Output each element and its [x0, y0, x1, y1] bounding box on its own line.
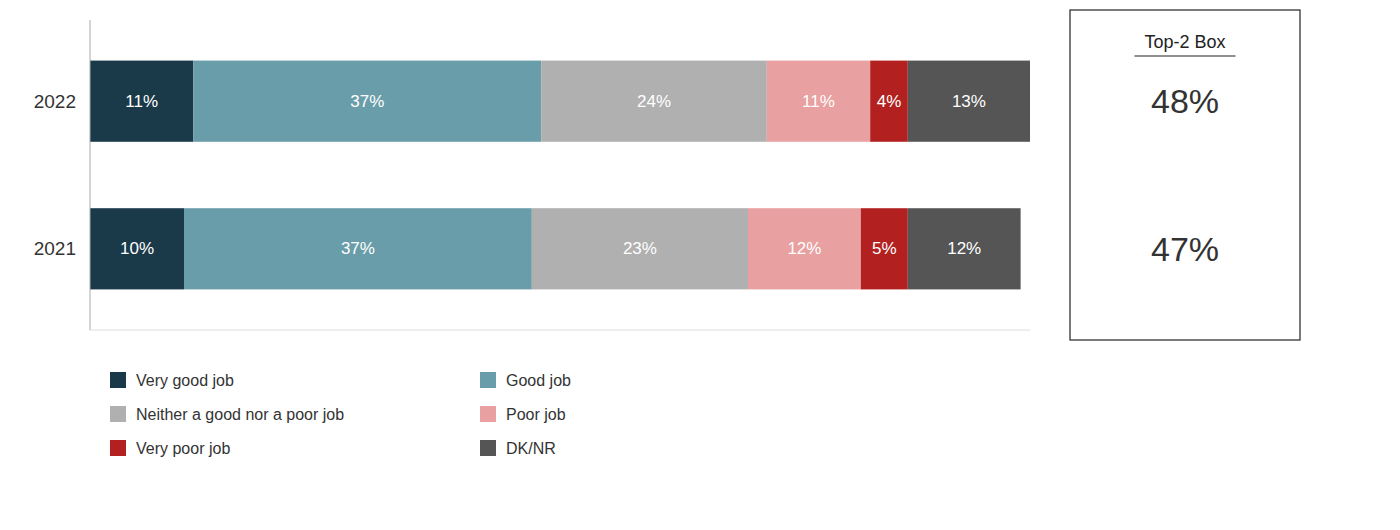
annotation-value: 47% — [1151, 230, 1219, 268]
data-label: 5% — [872, 239, 897, 258]
annotation-value: 48% — [1151, 82, 1219, 120]
annotation-panel: Top-2 Box 48% 47% — [1070, 10, 1300, 340]
data-label: 37% — [341, 239, 375, 258]
data-label: 23% — [623, 239, 657, 258]
annotation-title: Top-2 Box — [1144, 32, 1225, 52]
legend-label: Poor job — [506, 406, 566, 423]
data-label: 11% — [125, 92, 158, 111]
bar-segment — [541, 61, 767, 142]
bar-segment — [748, 208, 861, 289]
bar-segment — [184, 208, 532, 289]
bar-segment — [767, 61, 870, 142]
legend-label: Neither a good nor a poor job — [136, 406, 344, 423]
y-tick-label: 2021 — [34, 238, 76, 259]
annotation-underline — [1134, 55, 1235, 56]
legend: Very good job Good job Neither a good nor … — [110, 372, 571, 457]
bars — [90, 61, 1030, 290]
legend-label: Very poor job — [136, 440, 230, 457]
data-label: 12% — [947, 239, 981, 258]
legend-swatch — [110, 372, 126, 388]
data-label: 13% — [952, 92, 986, 111]
chart-svg: 11% 37% 24% 11% 4% 13% 10% 37% 23% 12% 5% 12% 2022 20… — [0, 0, 1400, 530]
data-labels: 11% 37% 24% 11% 4% 13% 10% 37% 23% 12% 5% 12% — [120, 92, 986, 259]
data-label: 24% — [637, 92, 671, 111]
data-label: 11% — [802, 92, 835, 111]
bar-segment — [532, 208, 748, 289]
bar-segment — [90, 61, 193, 142]
data-label: 10% — [120, 239, 154, 258]
bar-segment — [90, 208, 184, 289]
bar-segment — [193, 61, 541, 142]
annotation-box — [1070, 10, 1300, 340]
y-axis-line — [90, 20, 91, 330]
data-label: 12% — [787, 239, 821, 258]
legend-swatch — [480, 372, 496, 388]
legend-label: Good job — [506, 372, 571, 389]
y-tick-label: 2022 — [34, 91, 76, 112]
legend-swatch — [480, 406, 496, 422]
x-axis-line — [90, 330, 1030, 331]
legend-label: DK/NR — [506, 440, 556, 457]
legend-label: Very good job — [136, 372, 234, 389]
legend-swatch — [110, 406, 126, 422]
bar-segment — [861, 208, 908, 289]
legend-swatch — [110, 440, 126, 456]
data-label: 4% — [877, 92, 902, 111]
bar-segment — [908, 208, 1021, 289]
bar-segment — [908, 61, 1030, 142]
chart-container: 11% 37% 24% 11% 4% 13% 10% 37% 23% 12% 5% 12% 2022 20… — [0, 0, 1400, 530]
data-label: 37% — [350, 92, 384, 111]
bar-segment — [870, 61, 908, 142]
legend-swatch — [480, 440, 496, 456]
